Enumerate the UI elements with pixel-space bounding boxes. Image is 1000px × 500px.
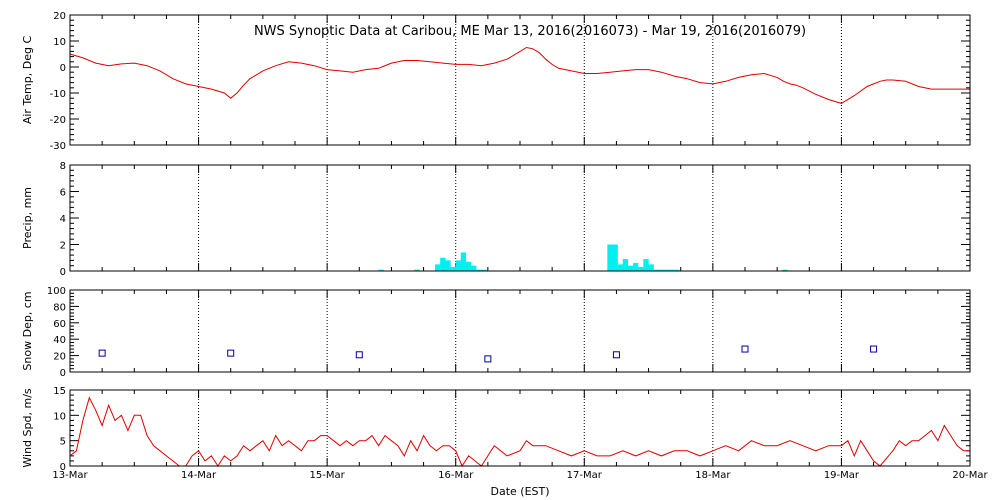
precip-bar xyxy=(445,260,451,271)
x-tick-label: 15-Mar xyxy=(310,470,346,481)
precip-bar xyxy=(622,259,629,271)
precip-bar xyxy=(663,269,670,271)
precip-bar xyxy=(435,264,441,271)
y-tick-label: 15 xyxy=(53,386,66,397)
y-tick-label: 10 xyxy=(53,37,66,48)
precip-bar xyxy=(633,263,639,271)
y-axis-label: Wind Spd, m/s xyxy=(21,388,34,468)
y-tick-label: 40 xyxy=(53,335,66,346)
precip-bar xyxy=(440,257,446,271)
precip-bar xyxy=(378,269,384,271)
y-tick-label: 5 xyxy=(60,437,66,448)
snow-depth-point xyxy=(484,355,492,363)
x-tick-label: 19-Mar xyxy=(824,470,860,481)
precip-bar xyxy=(658,269,665,271)
precip-bar xyxy=(638,267,644,271)
precip-bar xyxy=(612,244,618,271)
panel-frame xyxy=(69,389,971,467)
y-tick-label: 60 xyxy=(53,319,66,330)
x-tick-label: 14-Mar xyxy=(181,470,217,481)
panel-frame xyxy=(69,14,971,146)
panel-snow: 100 80 60 40 20 0 Snow Dep, cm xyxy=(21,286,971,379)
y-tick-label: -20 xyxy=(50,115,66,126)
y-tick-label: 0 xyxy=(60,368,66,379)
precip-bar xyxy=(460,252,467,271)
y-tick-label: 20 xyxy=(53,11,66,22)
x-tick-label: 17-Mar xyxy=(567,470,603,481)
panel-frame xyxy=(69,289,971,373)
y-tick-label: 10 xyxy=(53,411,66,422)
precip-bar xyxy=(617,264,623,271)
snow-depth-point xyxy=(741,345,749,353)
y-axis-label: Air Temp, Deg C xyxy=(21,36,34,125)
y-tick-label: 0 xyxy=(60,63,66,74)
precip-bar xyxy=(465,261,472,271)
precip-bar xyxy=(455,260,461,271)
y-tick-label: 80 xyxy=(53,302,66,313)
snow-depth-point xyxy=(355,351,363,359)
y-tick-label: 20 xyxy=(53,352,66,363)
precip-bar xyxy=(414,269,420,271)
panel-wind: 15 10 5 0 Wind Spd, m/s 13-Mar 14-Mar 15-Mar 16-… xyxy=(21,386,988,498)
y-tick-label: 6 xyxy=(60,188,66,199)
precip-bar xyxy=(669,269,675,271)
y-tick-label: 2 xyxy=(60,241,66,252)
precip-bar xyxy=(643,259,649,271)
precip-bar xyxy=(450,267,456,271)
panel-frame xyxy=(69,164,971,272)
precip-bar xyxy=(648,264,654,271)
y-axis-label: Precip, mm xyxy=(21,187,34,249)
y-tick-label: -30 xyxy=(50,141,66,152)
snow-depth-point xyxy=(870,345,878,353)
precip-bar xyxy=(782,269,788,271)
y-tick-label: 0 xyxy=(60,267,66,278)
x-tick-label: 18-Mar xyxy=(695,470,731,481)
y-axis-label: Snow Dep, cm xyxy=(21,291,34,370)
x-axis-label: Date (EST) xyxy=(490,485,549,498)
precip-bar xyxy=(481,269,487,271)
precip-bar xyxy=(653,269,659,271)
precip-bar xyxy=(471,265,477,271)
x-tick-label: 13-Mar xyxy=(52,470,88,481)
snow-depth-point xyxy=(612,351,620,359)
chart-title: NWS Synoptic Data at Caribou, ME Mar 13,… xyxy=(254,24,806,39)
precip-bar xyxy=(674,269,680,271)
snow-depth-point xyxy=(227,349,235,357)
temp-series-line xyxy=(69,46,970,104)
x-tick-label: 20-Mar xyxy=(952,470,988,481)
y-tick-label: 100 xyxy=(47,286,66,297)
y-tick-label: -10 xyxy=(50,89,66,100)
snow-depth-point xyxy=(98,349,106,357)
y-tick-label: 0 xyxy=(60,462,66,473)
x-tick-label: 16-Mar xyxy=(438,470,474,481)
wind-series-line xyxy=(69,396,970,468)
precip-bar xyxy=(476,269,482,271)
panel-temp: 20 10 0 -10 -20 -30 Air Temp, Deg C xyxy=(21,11,971,152)
panel-precip: 8 6 4 2 0 Precip, mm xyxy=(21,161,971,278)
y-tick-label: 8 xyxy=(60,161,66,172)
precip-bar xyxy=(607,244,613,271)
y-tick-label: 4 xyxy=(60,214,66,225)
precip-bar xyxy=(627,265,634,271)
